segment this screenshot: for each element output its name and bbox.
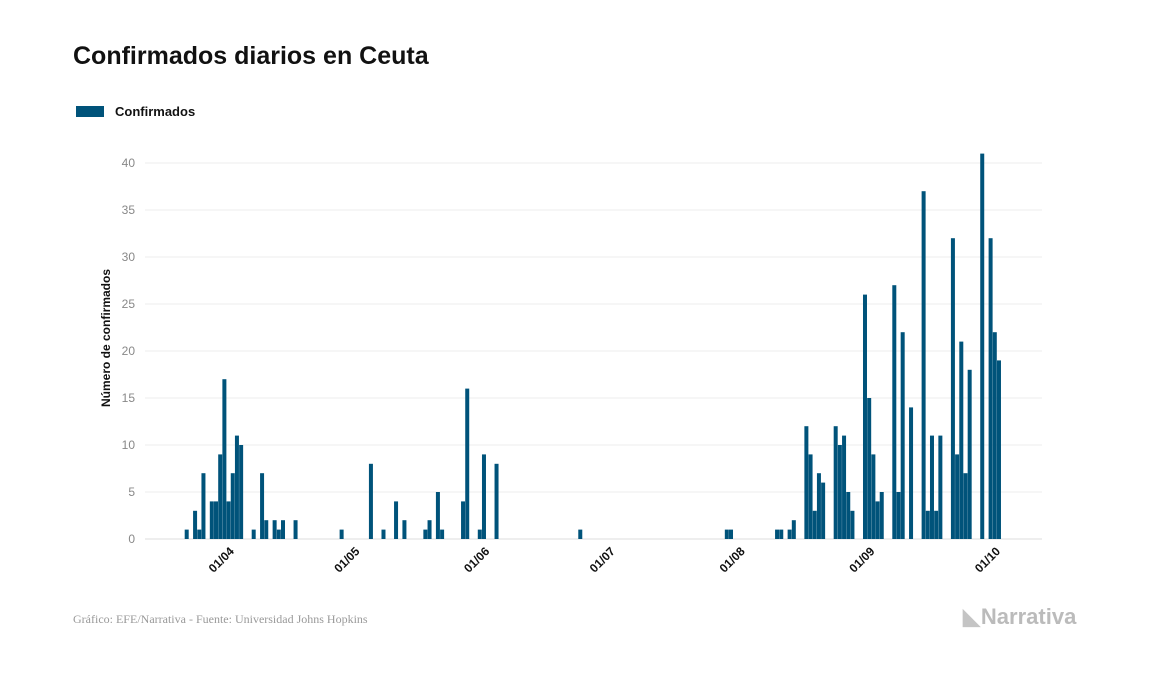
bar [955,454,960,539]
bar [787,529,792,539]
bar [879,492,884,539]
bar [837,445,842,539]
bar [402,520,407,539]
bar [900,332,905,539]
y-tick-label: 35 [122,203,136,217]
bar [850,510,855,539]
bar [477,529,482,539]
bar [494,463,499,539]
bar [218,454,223,539]
logo-text: Narrativa [980,604,1077,629]
bar [234,435,239,539]
narrativa-logo: ◣ Narrativa [963,604,1076,630]
bar [251,529,256,539]
x-tick-label: 01/06 [461,544,492,575]
bar [909,407,914,539]
legend-label: Confirmados [115,104,196,119]
y-tick-label: 10 [122,438,136,452]
source-footer: Gráfico: EFE/Narrativa - Fuente: Univers… [73,612,368,626]
bar [816,473,821,539]
bar [201,473,206,539]
bar [293,520,298,539]
logo-mark-icon: ◣ [963,604,980,629]
bar [959,341,964,539]
bar [239,445,244,539]
bar [871,454,876,539]
bar [988,238,993,539]
legend: Confirmados [76,104,195,119]
y-tick-label: 0 [128,532,135,546]
bar [921,191,926,539]
bar [281,520,286,539]
bar [184,529,189,539]
bar [967,369,972,539]
bar [846,492,851,539]
bar [481,454,486,539]
bar [578,529,583,539]
y-tick-label: 25 [122,297,136,311]
y-tick-label: 40 [122,156,136,170]
x-tick-label: 01/10 [972,544,1003,575]
x-tick-label: 01/09 [846,544,877,575]
x-tick-label: 01/05 [331,544,362,575]
bar [804,426,809,539]
bar [230,473,235,539]
bar [862,294,867,539]
bar [226,501,231,539]
y-tick-label: 5 [128,485,135,499]
bar [950,238,955,539]
bar [724,529,729,539]
bar [368,463,373,539]
y-tick-label: 15 [122,391,136,405]
bar [842,435,847,539]
bar [193,510,198,539]
bar [775,529,780,539]
y-tick-label: 20 [122,344,136,358]
x-tick-label: 01/08 [717,544,748,575]
bar [779,529,784,539]
bar [339,529,344,539]
bar [260,473,265,539]
bar [938,435,943,539]
legend-swatch [76,106,104,117]
y-tick-label: 30 [122,250,136,264]
bar [963,473,968,539]
bar [808,454,813,539]
bar [222,379,227,539]
bar [394,501,399,539]
bar [381,529,386,539]
bar [929,435,934,539]
bar [812,510,817,539]
x-tick-label: 01/04 [206,544,237,575]
bar [465,388,470,539]
bar [934,510,939,539]
bar [892,285,897,539]
x-tick-label: 01/07 [587,544,618,575]
bar [435,492,440,539]
bar [992,332,997,539]
bar [214,501,219,539]
y-axis-label: Número de confirmados [99,269,113,407]
bar [996,360,1001,539]
bar [896,492,901,539]
bar [423,529,428,539]
bar [980,153,985,539]
bar [833,426,838,539]
bar [209,501,214,539]
chart-title: Confirmados diarios en Ceuta [73,42,429,70]
bar [276,529,281,539]
bar [440,529,445,539]
bar [461,501,466,539]
bar [925,510,930,539]
bar [791,520,796,539]
bar [197,529,202,539]
bar [272,520,277,539]
bar [264,520,269,539]
bar [729,529,734,539]
bar [875,501,880,539]
bar [821,482,826,539]
bar [427,520,432,539]
bar [867,398,872,539]
